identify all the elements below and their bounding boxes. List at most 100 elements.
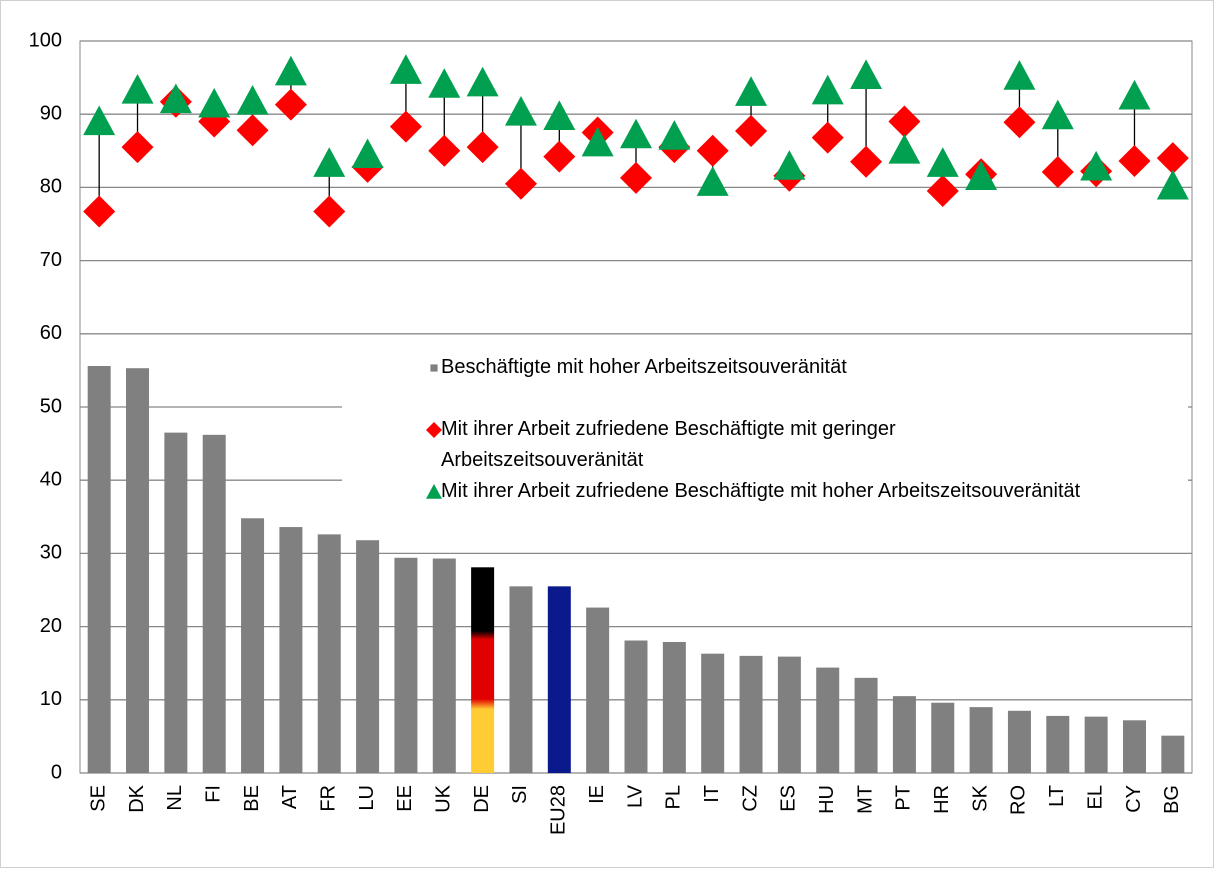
bar [164, 432, 188, 773]
diamond-marker [620, 161, 652, 194]
bar [701, 653, 725, 773]
x-tick-label: HR [931, 785, 953, 814]
x-tick-label: BG [1161, 785, 1183, 814]
triangle-marker [1003, 60, 1036, 90]
diamond-marker [504, 167, 537, 200]
diamond-marker [1156, 142, 1189, 175]
triangle-marker [159, 83, 192, 114]
x-tick-label: DK [126, 784, 148, 812]
bar [432, 558, 456, 773]
bar [1007, 710, 1031, 773]
bar [394, 557, 418, 773]
triangle-marker [351, 138, 384, 169]
triangle-marker [504, 96, 537, 126]
triangle-marker [198, 87, 231, 118]
bar [87, 366, 111, 773]
bar [126, 368, 150, 773]
bar [1046, 715, 1070, 773]
bar [892, 696, 916, 773]
bar [241, 518, 265, 773]
triangle-marker [965, 160, 998, 191]
diamond-marker [121, 131, 154, 164]
bar [317, 534, 341, 773]
triangle-marker [313, 147, 346, 177]
triangle-marker [274, 55, 307, 86]
diamond-marker [543, 140, 576, 173]
x-tick-label: SK [969, 784, 991, 811]
bar [816, 667, 840, 773]
y-tick-label: 30 [40, 542, 62, 564]
x-tick-label: CZ [739, 785, 761, 812]
x-tick-label: PT [893, 785, 915, 811]
diamond-marker [888, 105, 921, 138]
bar [777, 656, 801, 773]
x-tick-label: SE [87, 785, 109, 812]
x-tick-label: DE [471, 785, 493, 813]
x-tick-label: SI [509, 785, 531, 804]
legend-marker [426, 422, 442, 438]
y-tick-label: 90 [40, 102, 62, 124]
triangle-marker [1080, 150, 1113, 181]
diamond-marker [850, 145, 883, 178]
diamond-marker [83, 195, 116, 228]
y-tick-label: 80 [40, 176, 62, 198]
bar [547, 586, 571, 773]
diamond-marker [313, 195, 346, 228]
triangle-marker [696, 166, 729, 196]
triangle-marker [658, 120, 691, 150]
x-tick-label: EE [394, 785, 416, 812]
x-tick-label: IT [701, 785, 723, 803]
x-tick-label: HU [816, 785, 838, 814]
x-tick-label: MT [854, 785, 876, 814]
x-tick-label: LV [624, 784, 646, 808]
bar [509, 586, 533, 773]
y-tick-label: 70 [40, 249, 62, 271]
bar [854, 677, 878, 773]
x-tick-label: CY [1123, 785, 1145, 813]
y-tick-label: 60 [40, 322, 62, 344]
triangle-marker [466, 66, 499, 97]
diamond-marker [428, 134, 461, 167]
y-tick-label: 50 [40, 395, 62, 417]
triangle-marker [888, 134, 921, 164]
y-tick-label: 100 [29, 29, 62, 51]
bar [931, 702, 955, 773]
x-tick-label: LU [356, 785, 378, 811]
triangle-marker [735, 76, 768, 106]
legend-entry: Beschäftigte mit hoher Arbeitszeitsouver… [441, 356, 847, 378]
y-tick-label: 20 [40, 615, 62, 637]
triangle-marker [428, 68, 461, 98]
bar [1122, 720, 1146, 773]
triangle-marker [926, 147, 959, 177]
triangle-marker [83, 105, 116, 136]
y-tick-label: 0 [51, 761, 62, 783]
legend-entry: Mit ihrer Arbeit zufriedene Beschäftigte… [441, 418, 896, 471]
diamond-marker [811, 121, 844, 154]
triangle-marker [236, 85, 269, 115]
diamond-marker [1003, 106, 1036, 139]
diamond-marker [735, 115, 768, 148]
legend-entry: Mit ihrer Arbeit zufriedene Beschäftigte… [441, 480, 1081, 502]
diamond-marker [1118, 145, 1151, 178]
x-tick-label: BE [241, 785, 263, 812]
legend-label: Mit ihrer Arbeit zufriedene Beschäftigte… [441, 418, 896, 471]
diamond-marker [696, 134, 729, 167]
bar [739, 655, 763, 773]
legend-box [342, 344, 1188, 542]
triangle-marker [389, 54, 422, 84]
legend-marker [426, 484, 442, 499]
x-tick-label: LT [1046, 785, 1068, 807]
bar [202, 434, 226, 773]
x-tick-label: EU28 [548, 785, 570, 835]
triangle-marker [620, 118, 652, 149]
triangle-marker [1041, 99, 1074, 130]
x-tick-label: EL [1084, 785, 1106, 809]
legend-label: Mit ihrer Arbeit zufriedene Beschäftigte… [441, 480, 1081, 502]
x-tick-label: AT [279, 785, 301, 809]
triangle-marker [1118, 79, 1151, 110]
bar [471, 567, 495, 773]
triangle-marker [581, 126, 614, 157]
legend-label: Beschäftigte mit hoher Arbeitszeitsouver… [441, 356, 847, 378]
bar [624, 640, 648, 773]
x-tick-label: ES [778, 785, 800, 812]
